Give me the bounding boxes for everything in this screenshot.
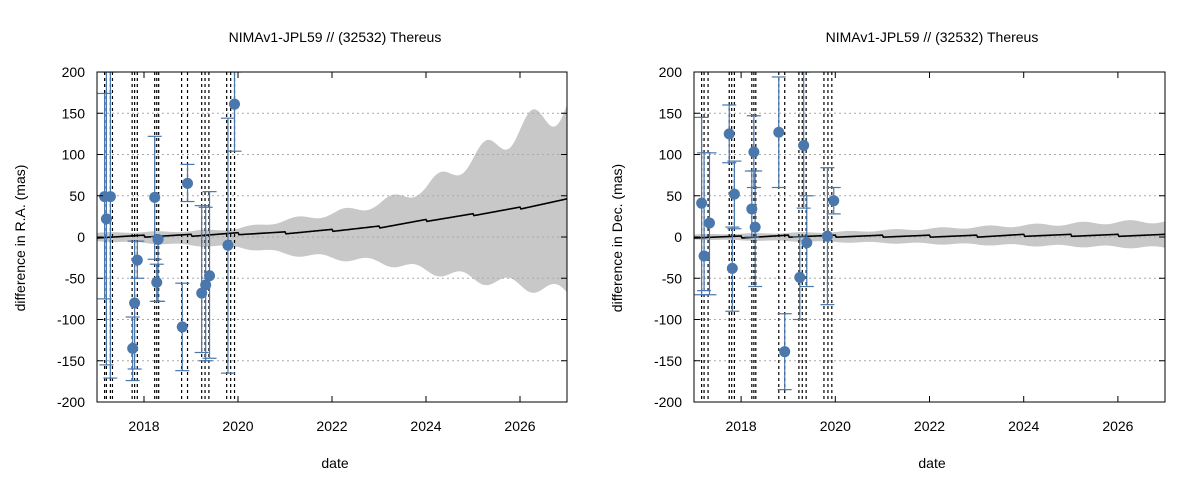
- x-tick-label: 2024: [1008, 418, 1039, 434]
- data-point: [129, 297, 141, 309]
- y-tick-label: -150: [654, 353, 682, 369]
- data-point: [728, 188, 740, 200]
- dec-difference-chart: NIMAv1-JPL59 // (32532) Thereus date dif…: [609, 29, 1166, 471]
- chart-title: NIMAv1-JPL59 // (32532) Thereus: [229, 29, 442, 45]
- y-tick-label: 200: [62, 64, 86, 80]
- y-tick-label: 100: [659, 147, 683, 163]
- data-point: [723, 128, 735, 140]
- data-point: [149, 191, 161, 203]
- x-tick-label: 2020: [222, 418, 253, 434]
- uncertainty-band: [97, 105, 567, 293]
- data-point: [698, 250, 710, 262]
- data-point: [801, 237, 813, 249]
- x-tick-label: 2026: [1102, 418, 1133, 434]
- plot-area: [694, 72, 1165, 402]
- y-tick-label: 50: [666, 188, 682, 204]
- data-point: [182, 177, 194, 189]
- y-tick-label: 100: [62, 147, 86, 163]
- data-point: [131, 254, 143, 266]
- y-axis-label: difference in R.A. (mas): [12, 165, 28, 312]
- data-point: [152, 233, 164, 245]
- y-tick-label: 0: [674, 229, 682, 245]
- data-point: [151, 276, 163, 288]
- mean-prediction-line: [97, 198, 567, 239]
- y-tick-label: -200: [57, 394, 85, 410]
- data-point: [798, 139, 810, 151]
- x-tick-label: 2024: [410, 418, 441, 434]
- chart-title: NIMAv1-JPL59 // (32532) Thereus: [826, 29, 1039, 45]
- y-tick-label: -50: [65, 270, 85, 286]
- data-point: [696, 197, 708, 209]
- data-point: [204, 270, 216, 282]
- x-tick-label: 2018: [128, 418, 159, 434]
- x-tick-label: 2026: [504, 418, 535, 434]
- y-tick-label: 50: [69, 188, 85, 204]
- y-tick-label: -150: [57, 353, 85, 369]
- y-tick-label: 0: [77, 229, 85, 245]
- data-point: [104, 191, 116, 203]
- y-tick-label: 200: [659, 64, 683, 80]
- x-axis-label: date: [321, 455, 348, 471]
- plot-area: [97, 72, 567, 402]
- data-point: [222, 239, 234, 251]
- x-tick-label: 2022: [914, 418, 945, 434]
- x-tick-label: 2022: [316, 418, 347, 434]
- data-point: [749, 221, 761, 233]
- data-point: [828, 195, 840, 207]
- y-tick-label: -50: [662, 270, 682, 286]
- data-point: [196, 287, 208, 299]
- x-tick-label: 2020: [820, 418, 851, 434]
- x-tick-label: 2018: [726, 418, 757, 434]
- data-point: [703, 217, 715, 229]
- data-point: [726, 262, 738, 274]
- data-point: [100, 213, 112, 225]
- data-point: [200, 279, 212, 291]
- mean-prediction-line: [694, 233, 1165, 239]
- y-tick-label: -200: [654, 394, 682, 410]
- data-point: [746, 203, 758, 215]
- data-point: [779, 346, 791, 358]
- ra-difference-chart: NIMAv1-JPL59 // (32532) Thereus date dif…: [12, 29, 568, 471]
- y-axis-label: difference in Dec. (mas): [609, 164, 625, 312]
- data-point: [176, 321, 188, 333]
- data-point: [794, 271, 806, 283]
- uncertainty-band: [694, 220, 1165, 249]
- y-tick-label: -100: [654, 312, 682, 328]
- data-point: [773, 126, 785, 138]
- data-point: [229, 98, 241, 110]
- data-point: [748, 146, 760, 158]
- x-axis-label: date: [918, 455, 945, 471]
- data-point: [127, 342, 139, 354]
- y-tick-label: -100: [57, 312, 85, 328]
- data-point: [821, 230, 833, 242]
- y-tick-label: 150: [62, 105, 86, 121]
- y-tick-label: 150: [659, 105, 683, 121]
